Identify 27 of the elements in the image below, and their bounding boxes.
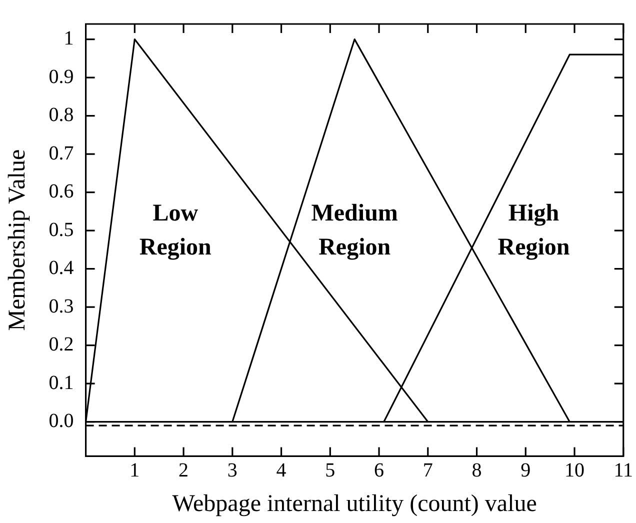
y-tick-label: 0.5 [48,218,74,241]
x-tick-label: 11 [614,459,634,482]
x-tick-label: 4 [276,459,286,482]
y-tick-label: 0.3 [48,295,74,318]
x-axis-title: Webpage internal utility (count) value [172,490,537,517]
x-tick-label: 6 [374,459,384,482]
annotation: High Region [498,200,570,261]
x-tick-label: 9 [520,459,531,482]
y-tick-label: 1 [64,28,74,50]
y-tick-label: 0.4 [48,257,74,280]
y-tick-label: 0.7 [48,142,74,164]
x-tick-label: 5 [325,459,336,482]
y-tick-label: 0.9 [48,66,74,88]
x-tick-label: 10 [564,459,584,482]
y-tick-label: 0.8 [48,104,74,126]
y-tick-label: 0.0 [48,410,74,432]
x-tick-label: 7 [422,459,433,482]
annotation: Medium Region [311,200,398,261]
y-tick-label: 0.2 [48,334,74,356]
x-tick-label: 2 [178,459,189,482]
y-axis-title: Membership Value [4,149,31,331]
y-tick-label: 0.1 [48,372,74,394]
y-tick-label: 0.6 [48,180,74,203]
x-tick-label: 1 [130,459,140,482]
x-tick-label: 8 [472,459,482,482]
annotation: Low Region [139,200,212,261]
x-tick-label: 3 [227,459,238,482]
